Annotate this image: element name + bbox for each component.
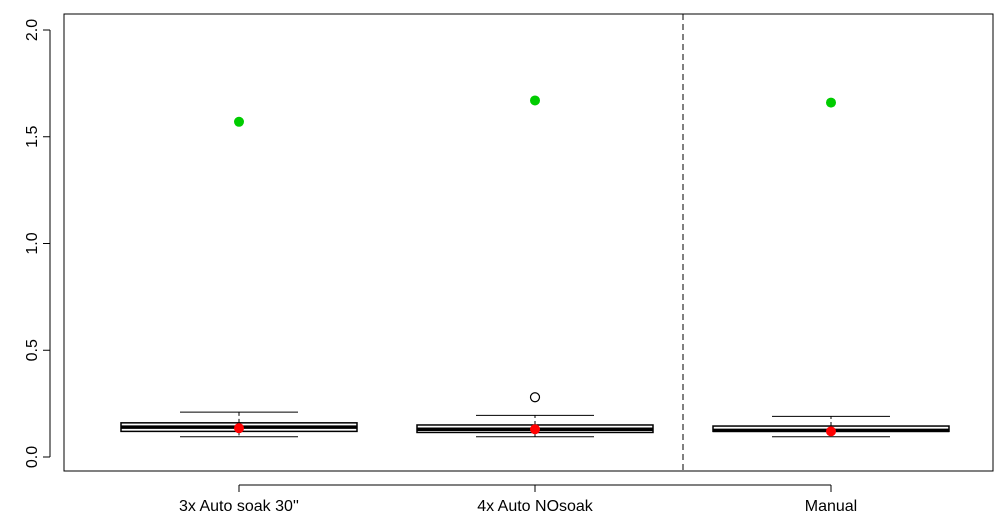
x-tick-label: 4x Auto NOsoak bbox=[477, 498, 594, 515]
y-tick-label: 1.5 bbox=[24, 126, 41, 148]
y-tick-label: 2.0 bbox=[24, 19, 41, 41]
y-axis: 0.0 0.5 1.0 1.5 2.0 bbox=[24, 19, 51, 468]
outlier-point bbox=[529, 392, 541, 403]
green-point bbox=[234, 116, 244, 127]
y-tick-label: 0.0 bbox=[24, 446, 41, 468]
plot-frame bbox=[63, 13, 994, 472]
red-point bbox=[530, 424, 540, 435]
red-point bbox=[234, 423, 244, 434]
green-point bbox=[826, 97, 836, 108]
x-tick-label: 3x Auto soak 30'' bbox=[179, 498, 299, 515]
x-axis: 3x Auto soak 30'' 4x Auto NOsoak Manual bbox=[179, 484, 857, 515]
green-point bbox=[530, 95, 540, 106]
y-tick-label: 1.0 bbox=[24, 232, 41, 254]
y-tick-label: 0.5 bbox=[24, 339, 41, 361]
x-tick-label: Manual bbox=[805, 498, 857, 515]
red-point bbox=[826, 426, 836, 437]
overlay-points bbox=[234, 95, 836, 437]
